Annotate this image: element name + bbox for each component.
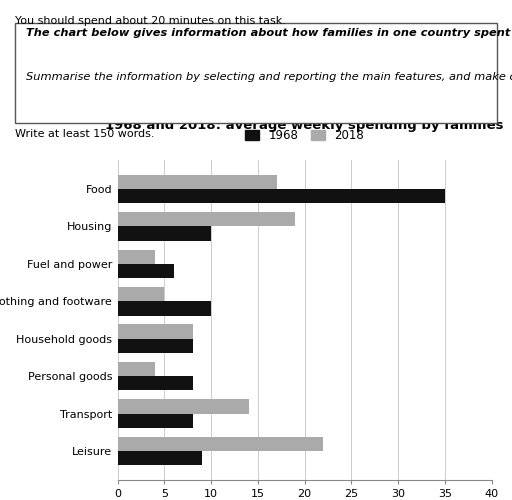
Bar xyxy=(118,250,155,264)
Text: The chart below gives information about how families in one country spent their : The chart below gives information about … xyxy=(26,28,512,38)
Text: You should spend about 20 minutes on this task.: You should spend about 20 minutes on thi… xyxy=(15,16,286,26)
Bar xyxy=(118,400,249,413)
Bar xyxy=(118,264,174,278)
Bar xyxy=(118,437,324,451)
Bar xyxy=(118,189,445,203)
Bar xyxy=(118,451,202,466)
Text: Write at least 150 words.: Write at least 150 words. xyxy=(15,129,155,139)
Bar xyxy=(118,338,193,353)
Bar xyxy=(118,287,164,302)
Title: 1968 and 2018: average weekly spending by families: 1968 and 2018: average weekly spending b… xyxy=(105,120,504,132)
Bar xyxy=(118,212,295,226)
Bar xyxy=(118,174,276,189)
Bar xyxy=(118,414,193,428)
Legend: 1968, 2018: 1968, 2018 xyxy=(241,124,369,146)
Text: Summarise the information by selecting and reporting the main features, and make: Summarise the information by selecting a… xyxy=(26,72,512,83)
Bar xyxy=(118,362,155,376)
Bar xyxy=(118,226,211,240)
Bar xyxy=(118,324,193,338)
Bar xyxy=(118,376,193,390)
Bar xyxy=(118,302,211,316)
